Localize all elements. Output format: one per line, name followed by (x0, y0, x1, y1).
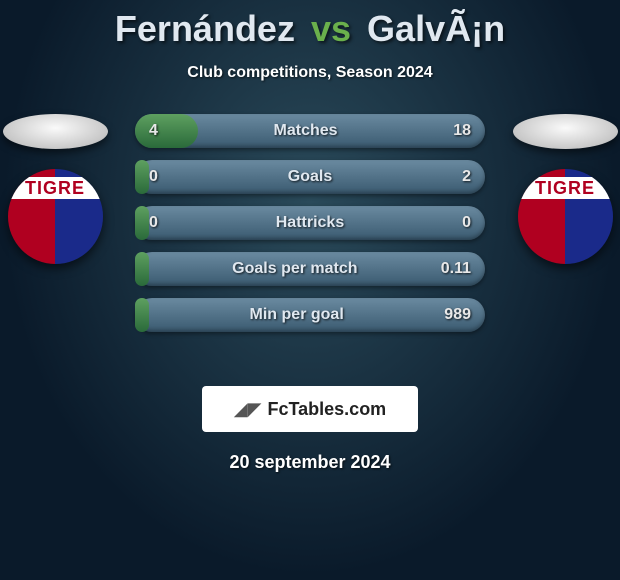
stat-bar: 0Goals2 (135, 160, 485, 194)
player-b-crest: TIGRE (518, 169, 613, 264)
player-b-name: GalvÃ¡n (367, 8, 505, 49)
crest-label: TIGRE (518, 177, 613, 199)
stat-bar-fill (135, 206, 149, 240)
stat-bar: 0Hattricks0 (135, 206, 485, 240)
stat-value-right: 18 (453, 122, 471, 140)
stat-value-left: 4 (149, 122, 158, 140)
source-name: FcTables.com (267, 399, 386, 420)
stat-bar-fill (135, 252, 149, 286)
stat-label: Goals per match (149, 260, 441, 278)
player-a-name: Fernández (115, 8, 295, 49)
stat-label: Matches (158, 122, 453, 140)
stat-value-right: 0 (462, 214, 471, 232)
crest-label: TIGRE (8, 177, 103, 199)
stat-label: Goals (158, 168, 462, 186)
stat-bar: Min per goal989 (135, 298, 485, 332)
stat-value-right: 989 (444, 306, 471, 324)
chart-icon: ◢◤ (234, 399, 262, 420)
player-b-plate (513, 114, 618, 149)
player-b-column: TIGRE (505, 114, 620, 264)
player-a-crest: TIGRE (8, 169, 103, 264)
date-label: 20 september 2024 (0, 452, 620, 473)
stat-bar-fill (135, 298, 149, 332)
source-logo: ◢◤ FcTables.com (202, 386, 418, 432)
stat-label: Hattricks (158, 214, 462, 232)
stat-label: Min per goal (149, 306, 444, 324)
subtitle: Club competitions, Season 2024 (0, 64, 620, 82)
stat-value-right: 2 (462, 168, 471, 186)
stat-value-left: 0 (149, 214, 158, 232)
stat-bar-fill (135, 160, 149, 194)
page-title: Fernández vs GalvÃ¡n (0, 0, 620, 50)
vs-label: vs (311, 8, 351, 49)
stat-value-right: 0.11 (441, 260, 471, 278)
player-a-plate (3, 114, 108, 149)
stat-bar: Goals per match0.11 (135, 252, 485, 286)
player-a-column: TIGRE (0, 114, 115, 264)
stat-bar: 4Matches18 (135, 114, 485, 148)
comparison-stage: TIGRE 4Matches180Goals20Hattricks0Goals … (0, 114, 620, 364)
stat-value-left: 0 (149, 168, 158, 186)
stat-bars: 4Matches180Goals20Hattricks0Goals per ma… (135, 114, 485, 332)
